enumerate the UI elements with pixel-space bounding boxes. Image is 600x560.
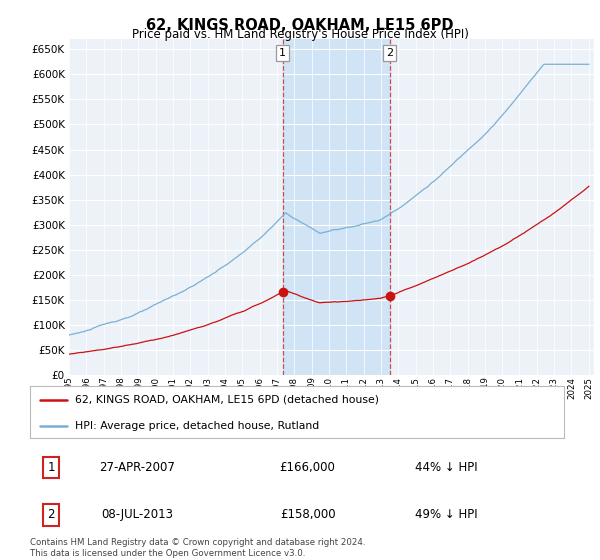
Text: 2: 2 <box>47 508 55 521</box>
Text: 27-APR-2007: 27-APR-2007 <box>99 461 175 474</box>
Text: 62, KINGS ROAD, OAKHAM, LE15 6PD (detached house): 62, KINGS ROAD, OAKHAM, LE15 6PD (detach… <box>76 395 379 405</box>
Text: 62, KINGS ROAD, OAKHAM, LE15 6PD: 62, KINGS ROAD, OAKHAM, LE15 6PD <box>146 18 454 33</box>
Text: 2: 2 <box>386 48 393 58</box>
Text: 1: 1 <box>47 461 55 474</box>
Text: Price paid vs. HM Land Registry's House Price Index (HPI): Price paid vs. HM Land Registry's House … <box>131 28 469 41</box>
Bar <box>283 39 389 375</box>
Text: £166,000: £166,000 <box>280 461 335 474</box>
Text: 1: 1 <box>279 48 286 58</box>
Text: Contains HM Land Registry data © Crown copyright and database right 2024.
This d: Contains HM Land Registry data © Crown c… <box>30 538 365 558</box>
Text: 44% ↓ HPI: 44% ↓ HPI <box>415 461 478 474</box>
Text: 08-JUL-2013: 08-JUL-2013 <box>101 508 173 521</box>
Text: HPI: Average price, detached house, Rutland: HPI: Average price, detached house, Rutl… <box>76 422 320 431</box>
Text: £158,000: £158,000 <box>280 508 335 521</box>
Text: 49% ↓ HPI: 49% ↓ HPI <box>415 508 478 521</box>
